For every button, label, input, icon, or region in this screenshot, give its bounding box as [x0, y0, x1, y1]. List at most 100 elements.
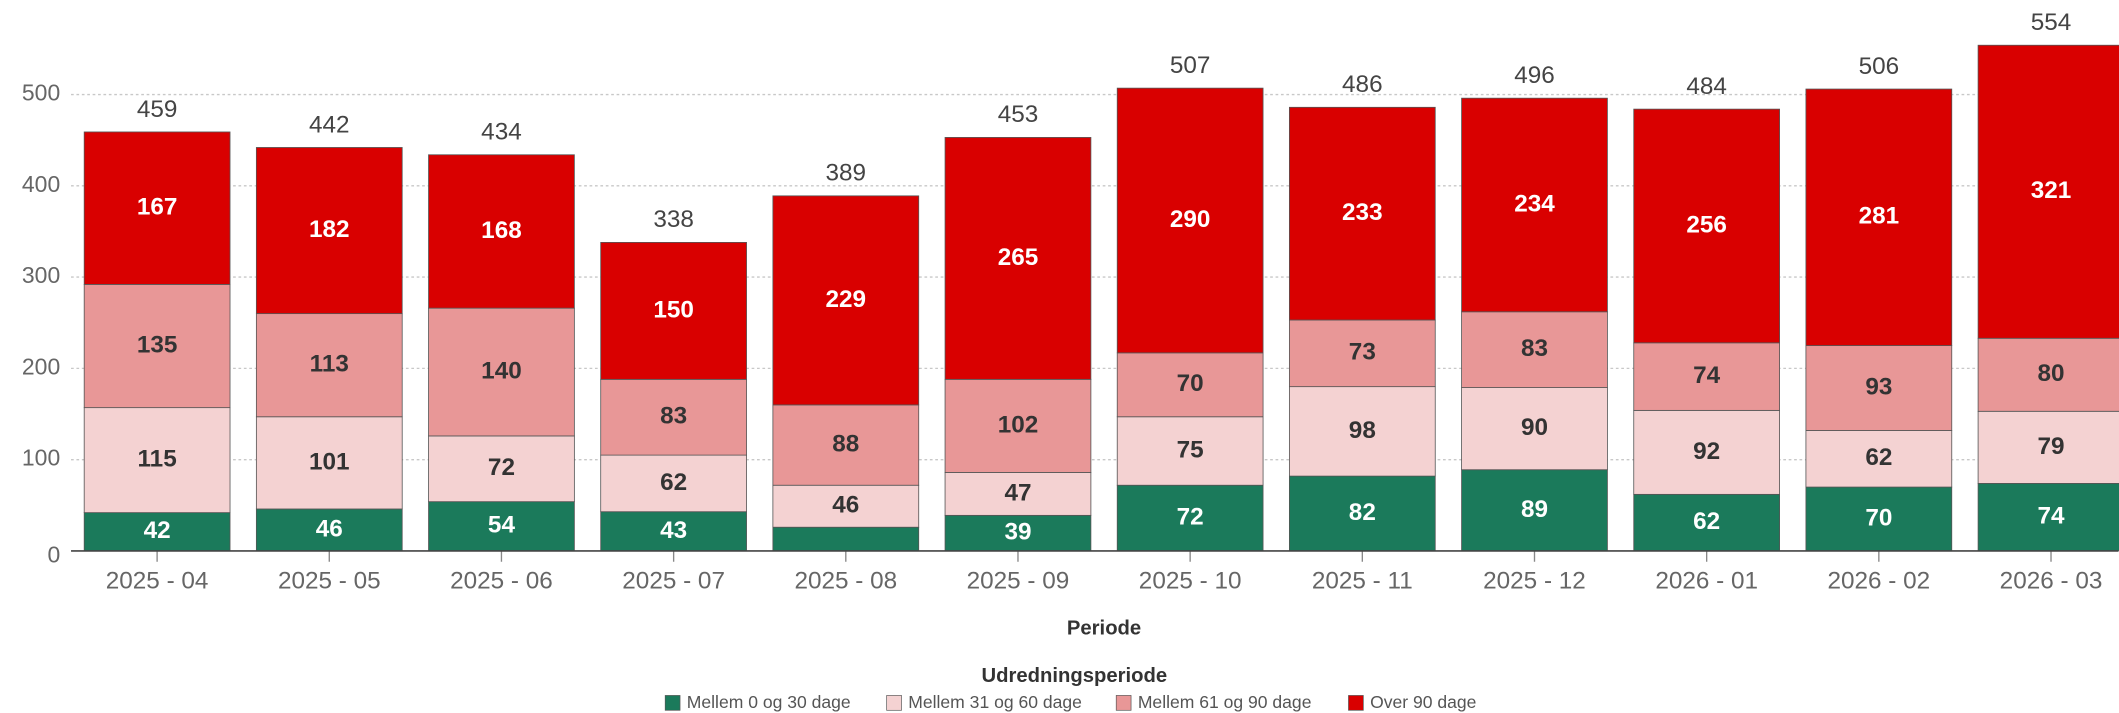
segment-label: 115: [138, 446, 177, 473]
segment-label: 321: [2031, 177, 2072, 204]
segment-label: 233: [1342, 199, 1383, 226]
bar-segment: [428, 154, 575, 309]
x-tick-label: 2025 - 11: [1312, 567, 1413, 594]
legend-swatch: [1348, 695, 1364, 711]
bar-segment: [255, 508, 403, 552]
bar-segment: [1288, 106, 1436, 321]
segment-label: 265: [998, 244, 1039, 271]
segment-label: 62: [660, 469, 687, 496]
bar-segment: [83, 283, 231, 409]
x-tick-label: 2025 - 05: [278, 567, 381, 594]
segment-label: 92: [1693, 438, 1720, 465]
bar-segment: [944, 472, 1092, 516]
total-label: 338: [653, 206, 694, 233]
bar-segment: [1461, 97, 1608, 313]
segment-label: 98: [1349, 417, 1376, 444]
bar-segment: [83, 131, 231, 285]
bar-segment: [1805, 430, 1953, 488]
segment-label: 281: [1859, 203, 1900, 230]
bar-segment: [1977, 44, 2119, 339]
segment-label: 93: [1865, 373, 1892, 400]
bar-segment: [1461, 311, 1608, 388]
segment-label: 42: [144, 517, 171, 544]
x-tick-label: 2025 - 09: [967, 567, 1070, 594]
legend-title: Udredningsperiode: [982, 665, 1168, 687]
bar-segment: [1633, 409, 1780, 495]
y-tick-label: 400: [22, 171, 60, 197]
segment-label: 102: [998, 411, 1039, 438]
segment-label: 73: [1349, 339, 1376, 366]
segment-label: 72: [1177, 504, 1204, 531]
bar-segment: [944, 137, 1092, 380]
bar-segment: [1116, 416, 1264, 486]
bar-segment: [428, 435, 575, 503]
segment-label: 256: [1686, 211, 1727, 238]
segment-label: 82: [1349, 499, 1376, 526]
legend-swatch: [664, 695, 681, 711]
bar-segment: [772, 484, 920, 528]
legend-label: Mellem 61 og 90 dage: [1138, 692, 1312, 712]
total-label: 506: [1859, 53, 1900, 80]
segment-label: 79: [2038, 433, 2065, 460]
bar-segment: [772, 404, 920, 486]
x-tick-label: 2026 - 01: [1655, 567, 1758, 594]
total-label: 507: [1170, 52, 1211, 79]
bar-segment: [772, 526, 920, 552]
bar-segment: [600, 454, 747, 513]
total-label: 389: [826, 160, 867, 187]
bar-segment: [1805, 88, 1953, 346]
segment-label: 113: [310, 351, 349, 378]
y-tick-label: 300: [22, 262, 60, 288]
total-label: 486: [1342, 71, 1383, 98]
segment-label: 182: [309, 216, 350, 243]
bar-segment: [1288, 386, 1436, 477]
segment-label: 43: [660, 517, 687, 544]
bar-segment: [1633, 108, 1780, 344]
total-label: 496: [1514, 62, 1555, 89]
x-tick-label: 2025 - 06: [450, 567, 553, 594]
y-tick-label: 500: [22, 80, 60, 106]
segment-label: 83: [660, 403, 687, 430]
legend-label: Mellem 31 og 60 dage: [908, 692, 1082, 712]
bar-segment: [944, 514, 1092, 552]
bar-segment: [1461, 469, 1608, 552]
segment-label: 70: [1177, 370, 1204, 397]
bar-segment: [944, 378, 1092, 473]
bar-segment: [600, 511, 747, 552]
segment-label: 74: [1693, 362, 1721, 389]
segment-label: 83: [1521, 335, 1548, 362]
x-tick-label: 2026 - 03: [2000, 567, 2103, 594]
x-tick-label: 2025 - 08: [794, 567, 897, 594]
bar-segment: [600, 378, 747, 456]
segment-label: 168: [481, 217, 522, 244]
segment-label: 39: [1004, 519, 1031, 546]
segment-label: 140: [481, 357, 522, 384]
segment-label: 101: [309, 448, 350, 475]
segment-label: 80: [2038, 360, 2065, 387]
legend-label: Mellem 0 og 30 dage: [687, 692, 851, 712]
segment-label: 90: [1521, 414, 1548, 441]
x-axis-title: Periode: [1067, 618, 1141, 640]
total-label: 453: [998, 101, 1039, 128]
bar-segment: [255, 416, 403, 510]
total-label: 442: [309, 111, 350, 138]
segment-label: 46: [316, 515, 343, 542]
y-tick-label: 200: [22, 353, 60, 379]
bar-segment: [1116, 352, 1264, 418]
y-tick-label: 0: [47, 541, 60, 567]
segment-label: 135: [137, 331, 178, 358]
bar-segment: [255, 147, 403, 315]
x-tick-label: 2025 - 04: [106, 567, 209, 594]
segment-label: 47: [1004, 479, 1031, 506]
bar-segment: [1461, 387, 1608, 471]
segment-label: 75: [1177, 436, 1204, 463]
segment-label: 46: [832, 492, 859, 519]
y-tick-label: 100: [22, 445, 60, 471]
total-label: 434: [481, 119, 522, 146]
segment-label: 234: [1514, 190, 1555, 217]
bar-segment: [255, 313, 403, 418]
total-label: 459: [137, 96, 178, 123]
bar-segment: [83, 512, 231, 552]
legend-label: Over 90 dage: [1370, 692, 1476, 712]
